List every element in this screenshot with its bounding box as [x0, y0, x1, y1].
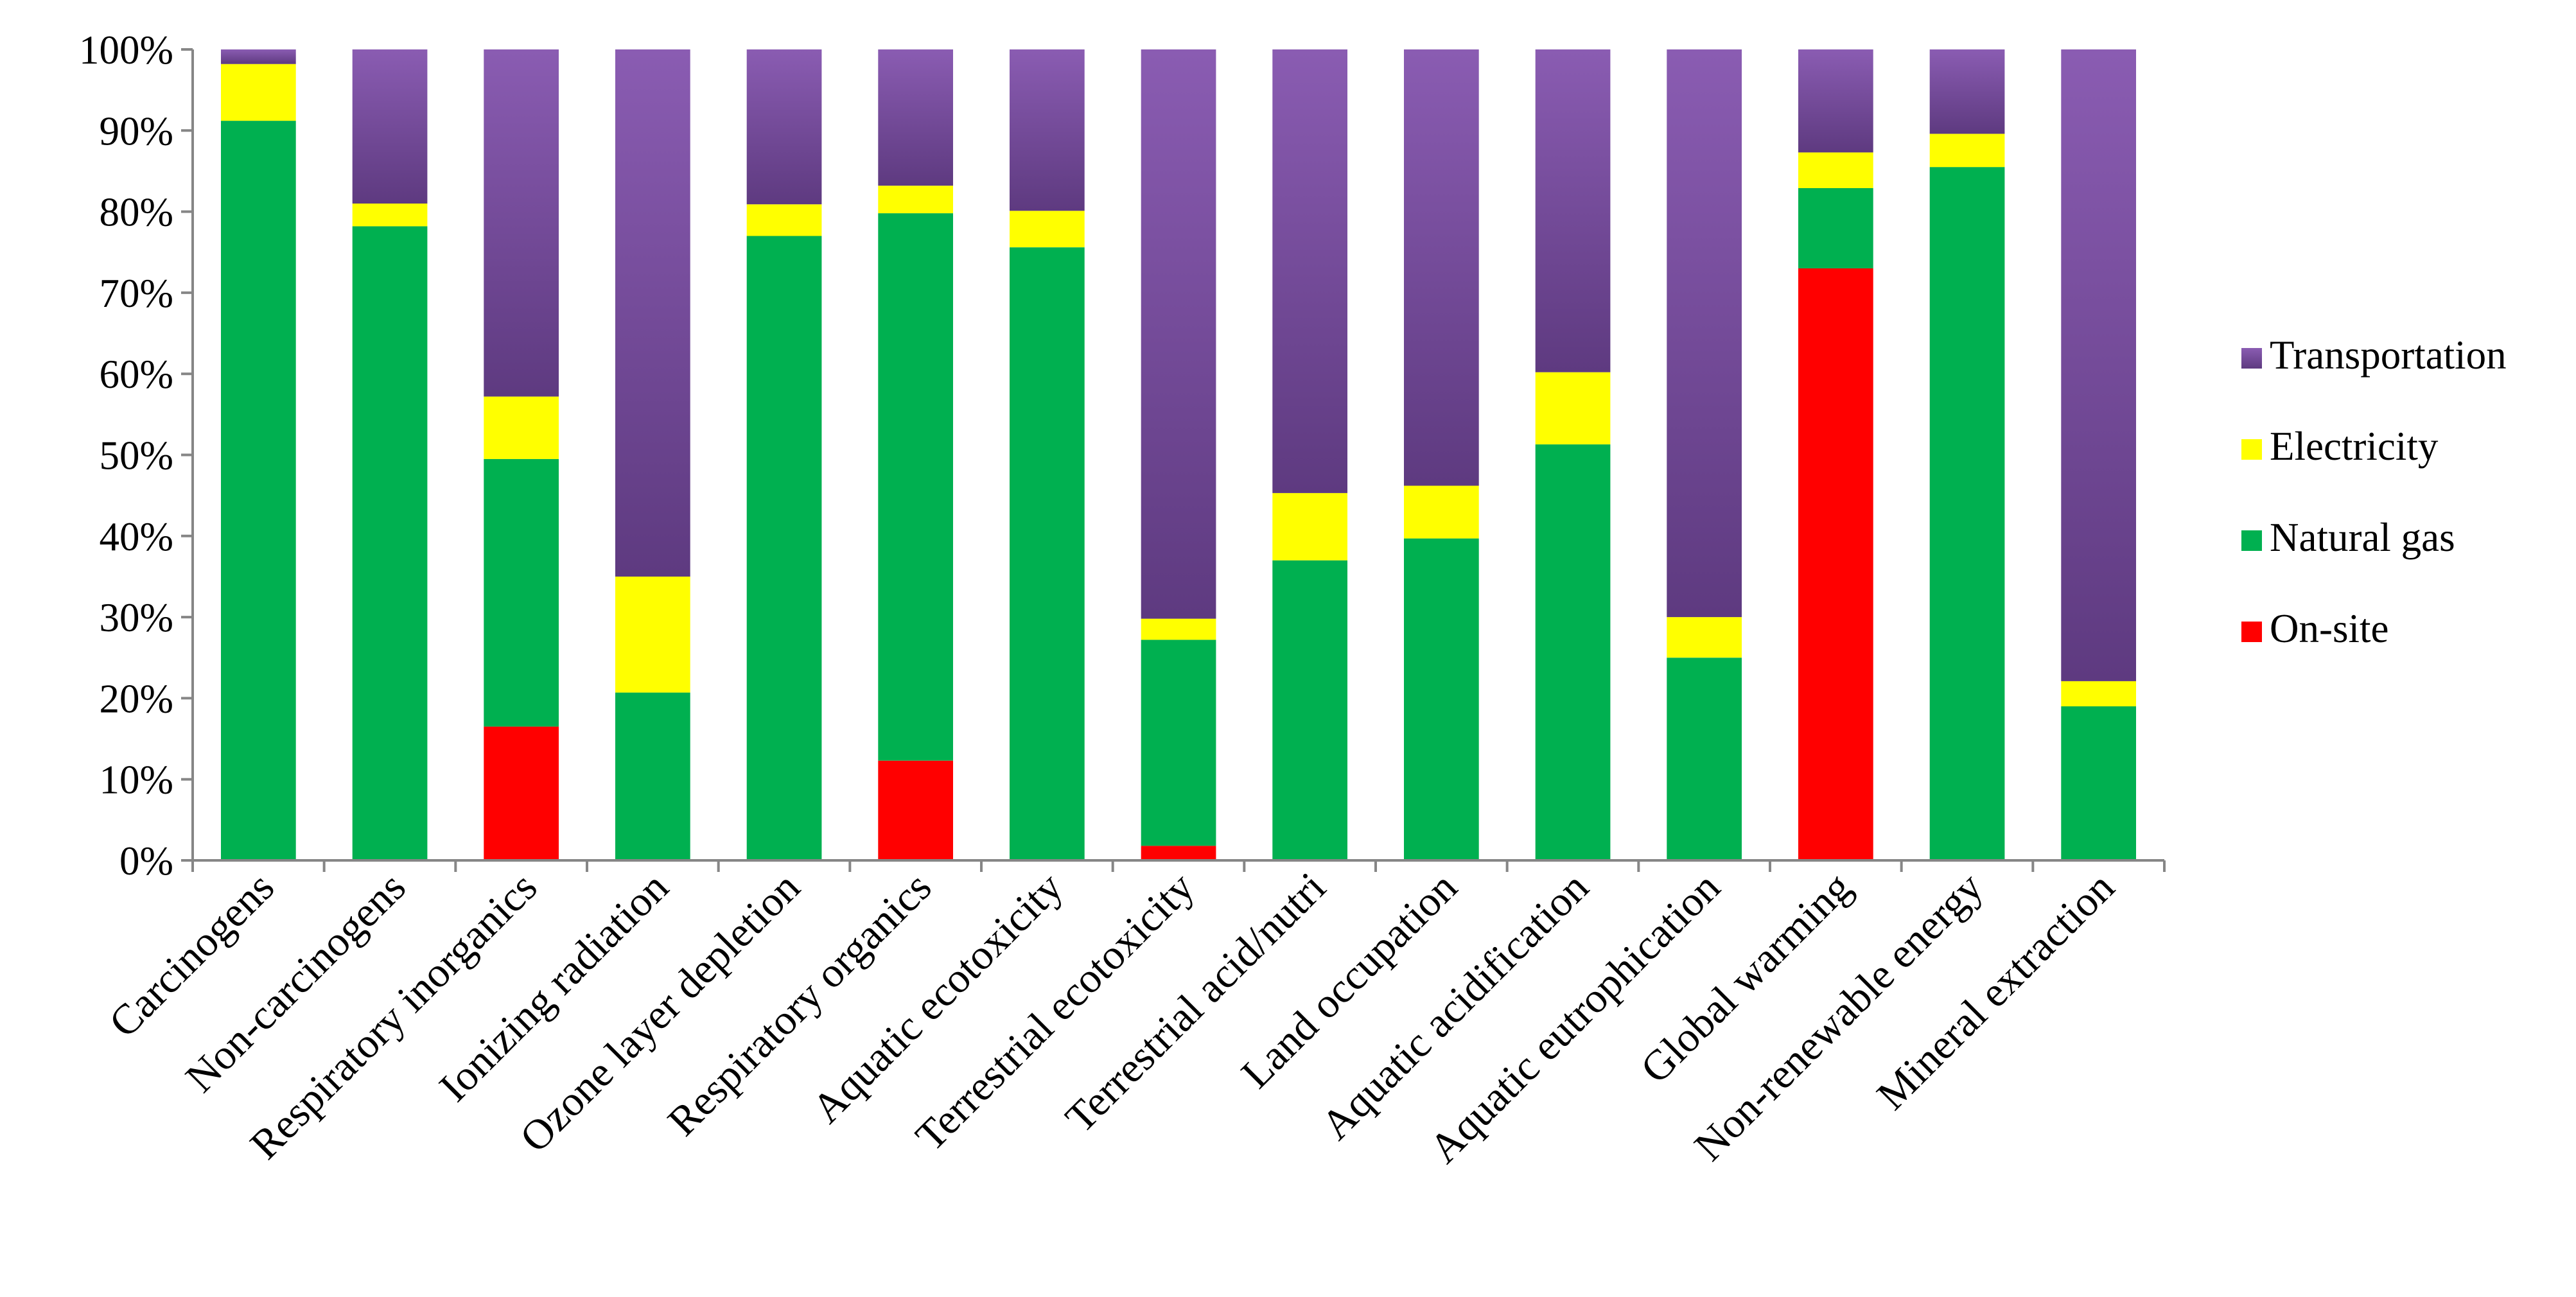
bar-carcinogens-electricity — [221, 64, 296, 121]
bar-respiratory-inorganics-transportation — [484, 49, 559, 397]
x-tick-label-ionizing-radiation: Ionizing radiation — [430, 864, 678, 1111]
bar-ozone-layer-depletion-electricity — [746, 204, 822, 236]
bar-non-renewable-energy-natural-gas — [1929, 167, 2005, 861]
bar-global-warming-on-site — [1798, 268, 1873, 860]
bar-aquatic-ecotoxicity-electricity — [1010, 211, 1085, 248]
bar-non-carcinogens-natural-gas — [352, 226, 428, 860]
bar-global-warming-natural-gas — [1798, 188, 1873, 268]
x-tick-label-terrestrial-acid-nutri: Terrestrial acid/nutri — [1056, 864, 1335, 1142]
legend-label-on-site: On-site — [2270, 606, 2388, 651]
bar-terrestrial-ecotoxicity-transportation — [1141, 49, 1216, 619]
bar-aquatic-acidification-transportation — [1535, 49, 1611, 372]
bar-land-occupation-electricity — [1404, 485, 1479, 539]
bar-global-warming-transportation — [1798, 49, 1873, 153]
bar-mineral-extraction-natural-gas — [2061, 706, 2136, 860]
bar-respiratory-inorganics-natural-gas — [484, 458, 559, 727]
y-tick-label: 100% — [79, 28, 173, 73]
bar-terrestrial-acid-nutri-electricity — [1272, 492, 1347, 561]
legend-swatch-on-site — [2241, 622, 2262, 642]
bar-mineral-extraction-transportation — [2061, 49, 2136, 681]
bar-aquatic-ecotoxicity-transportation — [1010, 49, 1085, 211]
bar-non-carcinogens-transportation — [352, 49, 428, 204]
bars-layer — [221, 49, 2136, 861]
y-tick-label: 10% — [100, 758, 173, 803]
legend-label-natural-gas: Natural gas — [2270, 515, 2455, 560]
y-tick-label: 70% — [100, 271, 173, 316]
bar-land-occupation-natural-gas — [1404, 538, 1479, 860]
bar-ozone-layer-depletion-transportation — [746, 49, 822, 205]
y-tick-label: 60% — [100, 352, 173, 397]
bar-carcinogens-natural-gas — [221, 121, 296, 861]
y-axis-tick-labels: 0% 10% 20% 30% 40% 50% 60% 70% 80% 90% 100% — [79, 28, 173, 884]
bar-respiratory-inorganics-on-site — [484, 726, 559, 860]
bar-non-renewable-energy-transportation — [1929, 49, 2005, 134]
x-tick-label-non-carcinogens: Non-carcinogens — [177, 864, 414, 1101]
y-tick-label: 30% — [100, 595, 173, 640]
y-tick-label: 90% — [100, 109, 173, 153]
legend-label-transportation: Transportation — [2270, 333, 2507, 378]
bar-non-renewable-energy-electricity — [1929, 134, 2005, 168]
legend-label-electricity: Electricity — [2270, 424, 2439, 469]
bar-ozone-layer-depletion-natural-gas — [746, 236, 822, 860]
bar-respiratory-inorganics-electricity — [484, 396, 559, 459]
bar-aquatic-eutrophication-electricity — [1667, 617, 1742, 658]
bar-aquatic-ecotoxicity-natural-gas — [1010, 247, 1085, 860]
bar-terrestrial-ecotoxicity-electricity — [1141, 618, 1216, 640]
bar-mineral-extraction-electricity — [2061, 681, 2136, 707]
bar-ionizing-radiation-natural-gas — [615, 692, 690, 860]
x-tick-label-aquatic-ecotoxicity: Aquatic ecotoxicity — [803, 864, 1072, 1132]
x-tick-label-mineral-extraction: Mineral extraction — [1868, 864, 2124, 1119]
bar-global-warming-electricity — [1798, 152, 1873, 188]
bar-terrestrial-acid-nutri-natural-gas — [1272, 560, 1347, 860]
axes-layer — [181, 48, 2166, 872]
bar-terrestrial-acid-nutri-transportation — [1272, 49, 1347, 493]
legend: Transportation Electricity Natural gas On-s… — [2241, 333, 2507, 651]
y-tick-label: 50% — [100, 433, 173, 478]
bar-aquatic-eutrophication-natural-gas — [1667, 657, 1742, 861]
bar-ionizing-radiation-electricity — [615, 577, 690, 693]
y-tick-label: 40% — [100, 514, 173, 559]
legend-swatch-natural-gas — [2241, 530, 2262, 551]
bar-non-carcinogens-electricity — [352, 204, 428, 227]
bar-respiratory-organics-transportation — [878, 49, 953, 186]
bar-respiratory-organics-on-site — [878, 760, 953, 860]
bar-terrestrial-ecotoxicity-natural-gas — [1141, 640, 1216, 846]
bar-aquatic-acidification-natural-gas — [1535, 444, 1611, 860]
bar-ionizing-radiation-transportation — [615, 49, 690, 577]
y-tick-label: 0% — [119, 839, 173, 884]
bar-aquatic-eutrophication-transportation — [1667, 49, 1742, 618]
bar-land-occupation-transportation — [1404, 49, 1479, 486]
bar-respiratory-organics-natural-gas — [878, 213, 953, 761]
bar-respiratory-organics-electricity — [878, 186, 953, 214]
bar-aquatic-acidification-electricity — [1535, 372, 1611, 445]
legend-swatch-transportation — [2241, 348, 2262, 369]
legend-swatch-electricity — [2241, 439, 2262, 460]
y-tick-label: 20% — [100, 676, 173, 721]
bar-carcinogens-transportation — [221, 49, 296, 64]
y-tick-label: 80% — [100, 190, 173, 235]
bar-terrestrial-ecotoxicity-on-site — [1141, 846, 1216, 860]
